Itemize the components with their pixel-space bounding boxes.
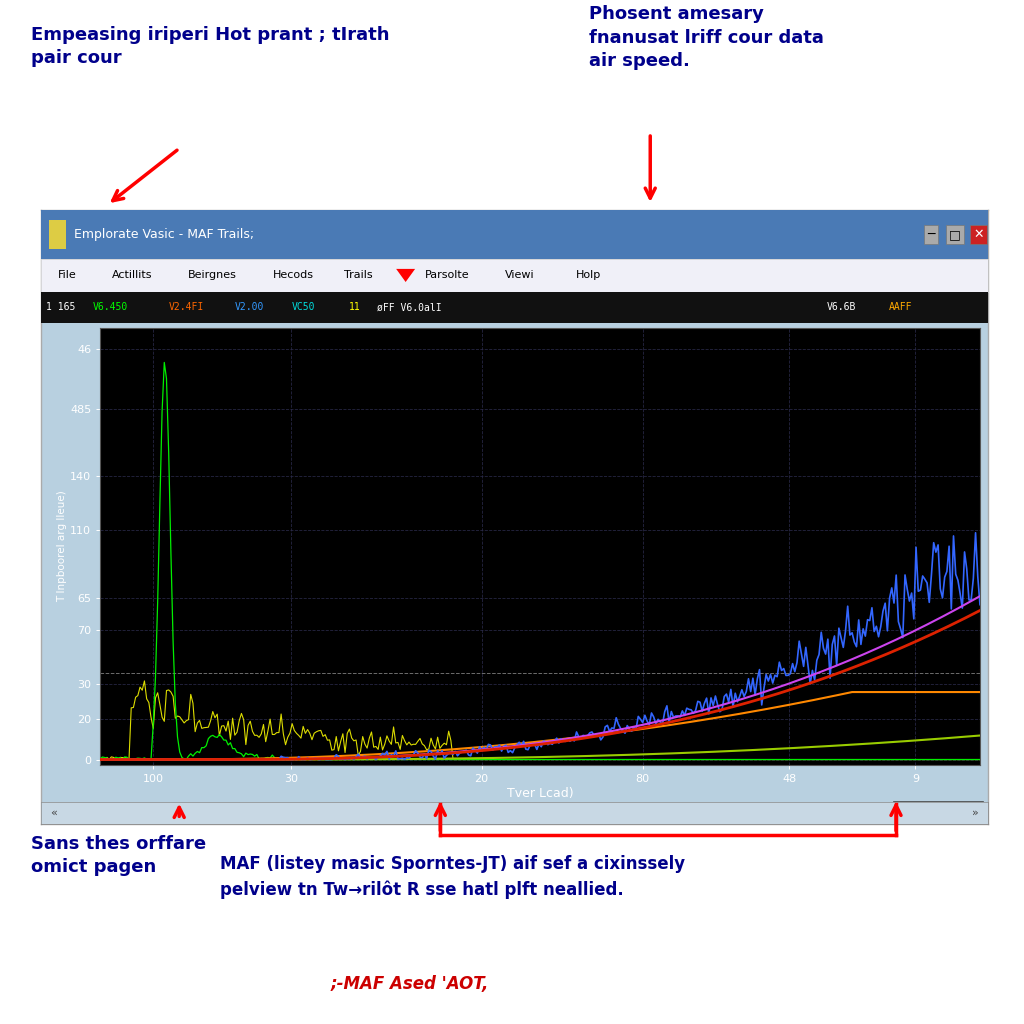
Text: ;-MAF Ased 'AOT,: ;-MAF Ased 'AOT, xyxy=(331,975,488,993)
Text: 11: 11 xyxy=(349,302,360,312)
Text: □: □ xyxy=(949,228,961,241)
Text: ✕: ✕ xyxy=(974,228,984,241)
Y-axis label: T Inpboorel arg lleue): T Inpboorel arg lleue) xyxy=(57,490,68,602)
Text: Beirgnes: Beirgnes xyxy=(187,270,237,281)
Polygon shape xyxy=(396,269,415,282)
Text: PA fltastiiii dean: PA fltastiiii dean xyxy=(896,804,980,814)
Text: V2.00: V2.00 xyxy=(236,302,264,312)
Text: VC50: VC50 xyxy=(292,302,315,312)
Text: V6.6B: V6.6B xyxy=(827,302,856,312)
Text: Phosent amesary
fnanusat lriff cour data
air speed.: Phosent amesary fnanusat lriff cour data… xyxy=(589,5,823,71)
Text: V2.4FI: V2.4FI xyxy=(169,302,204,312)
Text: 1 165: 1 165 xyxy=(46,302,75,312)
Text: Actillits: Actillits xyxy=(112,270,153,281)
Text: Sans thes orffare
omict pagen: Sans thes orffare omict pagen xyxy=(31,835,206,877)
Text: Hecods: Hecods xyxy=(273,270,314,281)
Text: «: « xyxy=(50,808,57,818)
Text: Empeasing iriperi Hot prant ; tIrath
pair cour: Empeasing iriperi Hot prant ; tIrath pai… xyxy=(31,26,389,68)
Text: Holp: Holp xyxy=(577,270,601,281)
Text: Emplorate Vasic - MAF Trails;: Emplorate Vasic - MAF Trails; xyxy=(74,228,254,241)
Text: ─: ─ xyxy=(928,228,935,241)
Text: Viewi: Viewi xyxy=(505,270,535,281)
Text: øFF V6.0alI: øFF V6.0alI xyxy=(377,302,441,312)
Text: MAF (listey masic Sporntes-JT) aif sef a cixinssely
pelview tn Tw→rilôt R sse ha: MAF (listey masic Sporntes-JT) aif sef a… xyxy=(220,855,685,899)
X-axis label: Tver Lcad): Tver Lcad) xyxy=(507,786,573,800)
Text: »: » xyxy=(972,808,979,818)
Bar xyxy=(48,220,66,249)
Text: AAFF: AAFF xyxy=(889,302,912,312)
Text: V6.450: V6.450 xyxy=(93,302,128,312)
Text: File: File xyxy=(58,270,77,281)
Text: Parsolte: Parsolte xyxy=(425,270,469,281)
Text: Trails: Trails xyxy=(344,270,373,281)
